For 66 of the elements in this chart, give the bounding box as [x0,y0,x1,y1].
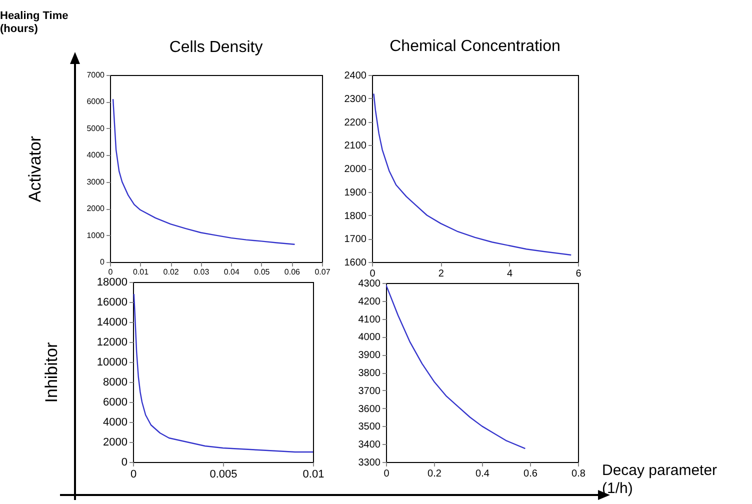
chart-title: Chemical Concentration [390,38,560,55]
y-tick-label: 4000 [358,332,381,344]
x-tick-label: 0.2 [428,468,442,480]
y-tick-label: 3400 [358,440,381,451]
y-tick-label: 2200 [344,117,367,128]
y-tick-label: 8000 [103,376,128,388]
y-tick-label: 3500 [358,422,381,433]
x-tick-label: 6 [576,268,582,280]
y-tick-label: 3600 [358,404,381,415]
y-tick-label: 1700 [344,234,367,246]
x-tick-label: 0.04 [224,268,240,276]
line-series [386,284,526,450]
x-tick-label: 0.01 [302,468,324,480]
y-tick-label: 1600 [344,258,367,268]
x-tick-label: 0.8 [572,468,586,480]
y-axis-title: Inhibitor [42,342,61,403]
line-series [133,293,313,453]
y-tick-label: 4300 [358,278,381,290]
x-tick-label: 0.6 [524,468,538,480]
y-tick-label: 3800 [358,368,381,379]
line-series [112,98,296,245]
y-tick-label: 18000 [96,276,128,288]
y-axis-title: Activator [26,136,45,202]
y-tick-label: 2000 [86,204,106,214]
x-tick-label: 0.06 [284,268,301,276]
x-tick-label: 2 [438,268,444,280]
y-tick-label: 3900 [358,350,381,362]
y-tick-label: 12000 [96,336,128,348]
x-tick-label: 0.005 [210,468,238,480]
y-tick-label: 2300 [344,94,367,105]
line-series [373,93,572,256]
y-tick-label: 1000 [86,230,106,240]
x-tick-label: 0.03 [194,268,210,276]
y-tick-label: 2400 [344,70,367,82]
y-tick-label: 6000 [103,396,128,408]
x-tick-label: 0.01 [132,268,150,276]
y-tick-label: 14000 [96,316,128,328]
y-tick-label: 16000 [96,296,128,308]
x-tick-label: 0.4 [476,468,490,480]
y-tick-label: 4200 [358,296,381,308]
y-tick-label: 0 [100,258,106,266]
x-tick-label: 0.05 [254,268,270,276]
y-tick-label: 3300 [358,458,381,468]
x-axis-title: Decay parameter (1/h) [602,462,718,498]
y-tick-label: 1800 [344,210,367,222]
y-tick-label: 7000 [86,70,106,80]
y-tick-label: 10000 [96,356,128,368]
y-tick-label: 6000 [86,97,106,106]
y-tick-label: 2000 [103,436,128,448]
x-tick-label: 4 [507,268,514,280]
y-tick-label: 4000 [103,416,128,428]
y-tick-label: 2000 [344,164,367,175]
y-tick-label: 3000 [86,177,106,186]
x-tick-label: 0 [384,468,390,480]
y-tick-label: 3700 [358,386,381,397]
y-tick-label: 4000 [86,150,106,160]
x-tick-label: 0 [130,468,137,480]
y-tick-label: 0 [121,456,128,468]
x-tick-label: 0.07 [314,268,331,276]
y-tick-label: 4100 [358,314,381,326]
y-tick-label: 2100 [344,140,367,152]
y-tick-label: 5000 [86,124,106,133]
chart-title: Cells Density [169,39,263,56]
x-tick-label: 0.02 [163,268,180,276]
y-tick-label: 1900 [344,187,367,198]
text: Healing Time (hours) [0,10,70,36]
